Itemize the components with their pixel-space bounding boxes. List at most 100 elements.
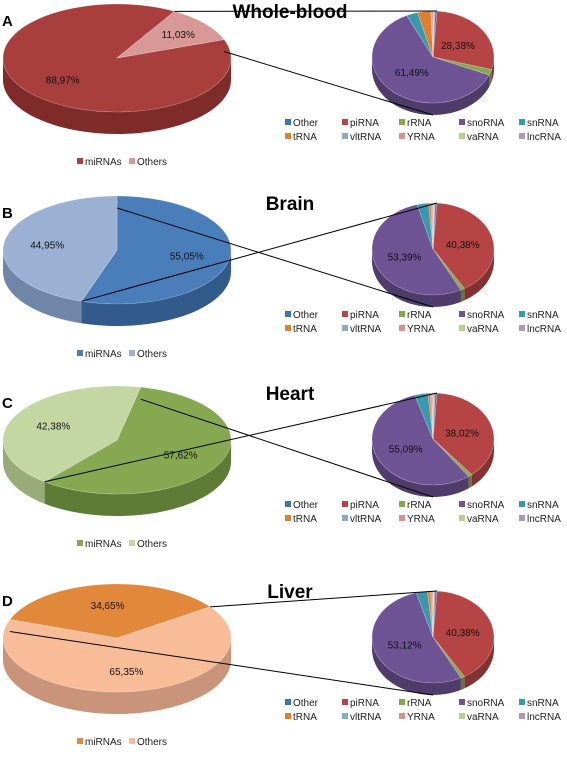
legend-label-trna: tRNA — [293, 514, 317, 525]
legend-label-mirnas: miRNAs — [85, 157, 122, 168]
detail-pie — [371, 10, 495, 115]
legend-label-lncrna: lncRNA — [527, 324, 561, 335]
main-pie-side — [3, 440, 231, 516]
detail-pie-slice-rrna — [432, 56, 493, 76]
legend-label-vltrna: vltRNA — [350, 324, 381, 335]
connector-line-bottom — [116, 207, 434, 308]
panel-c: C Heart 57,62% 42,38% 38,02% 55,09% Other piRNA… — [2, 384, 561, 550]
legend-label-mirnas: miRNAs — [85, 737, 122, 748]
legend-swatch-mirnas — [77, 350, 83, 356]
main-pie — [2, 3, 232, 134]
legend-swatch-snrna — [519, 501, 525, 507]
legend-label-vltrna: vltRNA — [350, 712, 381, 723]
detail-pie-data-label: 40,38% — [446, 240, 480, 251]
detail-pie-slice-trna — [428, 202, 434, 250]
legend-label-lncrna: lncRNA — [527, 712, 561, 723]
detail-pie-slice-snrna — [416, 202, 434, 250]
main-pie-data-label: 44,95% — [30, 241, 64, 252]
legend-swatch-other — [285, 119, 291, 125]
legend-swatch-snorna — [459, 501, 465, 507]
legend-label-varna: vaRNA — [467, 324, 499, 335]
legend-label-varna: vaRNA — [467, 514, 499, 525]
connector-line-bottom — [223, 51, 434, 116]
detail-pie — [371, 392, 495, 497]
detail-pie-data-label: 38,02% — [445, 429, 479, 440]
panel-b: B Brain 55,05% 44,95% 40,38% 53,39% Other piRNA… — [2, 194, 561, 360]
legend-swatch-mirnas — [77, 738, 83, 744]
legend-label-others: Others — [137, 737, 167, 748]
legend-swatch-vltrna — [342, 515, 348, 521]
legend-swatch-others — [129, 350, 135, 356]
legend-swatch-trna — [285, 515, 291, 521]
main-pie-slice-mirnas — [2, 3, 232, 113]
detail-pie-data-label: 55,09% — [389, 444, 423, 455]
legend-label-rrna: rRNA — [407, 310, 432, 321]
legend-swatch-snrna — [519, 311, 525, 317]
detail-pie-side — [372, 637, 494, 695]
detail-pie-slice-snorna — [371, 15, 490, 104]
panel-title: Liver — [267, 582, 313, 603]
detail-pie-slice-vltrna — [430, 202, 434, 250]
main-pie-data-label: 65,35% — [109, 667, 143, 678]
detail-pie-slice-snrna — [414, 392, 434, 440]
legend-label-trna: tRNA — [293, 324, 317, 335]
legend-swatch-mirnas — [77, 540, 83, 546]
legend-label-rrna: rRNA — [407, 118, 432, 129]
main-pie-data-label: 11,03% — [162, 30, 195, 41]
legend-label-trna: tRNA — [293, 712, 317, 723]
panel-title: Brain — [266, 194, 315, 215]
main-pie-slice-others — [2, 606, 232, 693]
legend-swatch-others — [129, 738, 135, 744]
legend-label-other: Other — [293, 500, 319, 511]
detail-pie-data-label: 53,12% — [388, 641, 422, 652]
legend-label-yrna: YRNA — [407, 132, 435, 143]
legend-swatch-lncrna — [519, 133, 525, 139]
legend-label-pirna: piRNA — [350, 118, 379, 129]
main-legend: miRNAs Others — [77, 539, 167, 550]
legend-swatch-vltrna — [342, 133, 348, 139]
legend-swatch-mirnas — [77, 158, 83, 164]
legend-label-yrna: YRNA — [407, 514, 435, 525]
detail-pie-slice-snorna — [371, 394, 470, 486]
detail-pie-slice-rrna — [432, 248, 465, 291]
legend-swatch-vltrna — [342, 713, 348, 719]
main-pie-data-label: 34,65% — [91, 601, 125, 612]
legend-label-pirna: piRNA — [350, 500, 379, 511]
legend-label-rrna: rRNA — [407, 500, 432, 511]
main-pie-data-label: 88,97% — [46, 75, 80, 86]
detail-pie-data-label: 40,38% — [446, 628, 480, 639]
detail-pie-slice-snorna — [371, 592, 462, 684]
legend-swatch-snorna — [459, 699, 465, 705]
legend-swatch-varna — [459, 325, 465, 331]
legend-swatch-lncrna — [519, 713, 525, 719]
detail-pie-slice-snorna — [371, 204, 462, 296]
legend-swatch-varna — [459, 713, 465, 719]
legend-label-pirna: piRNA — [350, 310, 379, 321]
legend-label-lncrna: lncRNA — [527, 132, 561, 143]
detail-pie-slice-pirna — [432, 202, 495, 289]
main-pie-side — [3, 58, 231, 134]
legend-swatch-others — [129, 540, 135, 546]
legend-label-others: Others — [137, 349, 167, 360]
panel-title: Whole-blood — [232, 2, 347, 23]
panel-letter: D — [2, 593, 13, 610]
legend-swatch-pirna — [342, 311, 348, 317]
legend-swatch-lncrna — [519, 515, 525, 521]
legend-swatch-varna — [459, 133, 465, 139]
connector-line-top — [210, 590, 438, 608]
connector-line-bottom — [9, 631, 434, 696]
legend-label-snrna: snRNA — [527, 310, 559, 321]
legend-swatch-other — [285, 699, 291, 705]
legend-swatch-yrna — [399, 515, 405, 521]
legend-swatch-others — [129, 158, 135, 164]
detail-pie-slice-pirna — [432, 392, 495, 475]
detail-pie-slice-rrna — [432, 636, 465, 679]
legend-label-yrna: YRNA — [407, 712, 435, 723]
legend-swatch-snrna — [519, 119, 525, 125]
legend-swatch-vltrna — [342, 325, 348, 331]
detail-pie-data-label: 61,49% — [395, 68, 429, 79]
legend-label-yrna: YRNA — [407, 324, 435, 335]
detail-pie-slice-yrna — [431, 392, 434, 440]
main-pie-data-label: 42,38% — [36, 421, 70, 432]
